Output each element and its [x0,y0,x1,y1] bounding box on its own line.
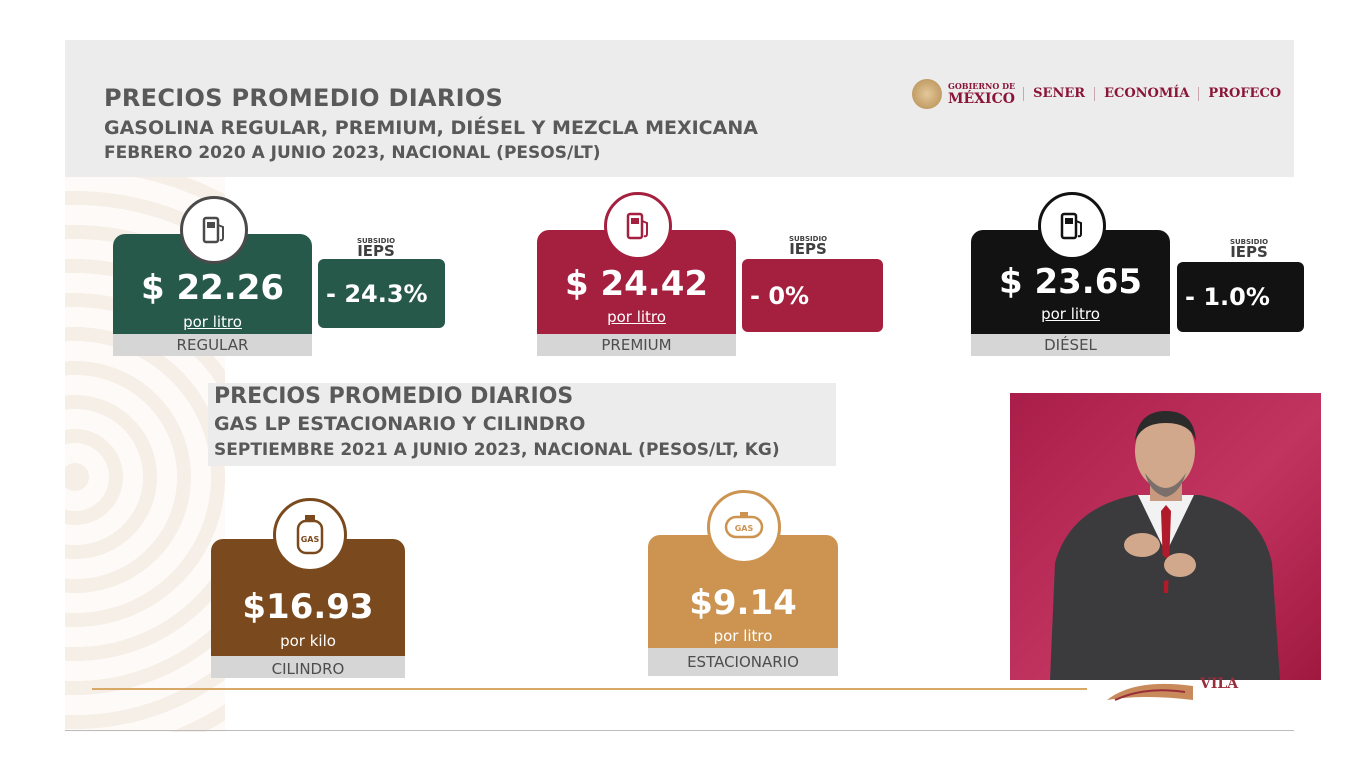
interpreter-figure [1050,411,1280,680]
national-seal-icon [912,79,942,109]
ieps-value-box: - 0% [742,259,883,332]
bottom-divider [65,730,1294,731]
fuel-pump-icon [604,192,672,260]
fuel-unit: por litro [1041,305,1100,323]
page-subtitle: GASOLINA REGULAR, PREMIUM, DIÉSEL Y MEZC… [104,117,758,139]
gas-section-title: PRECIOS PROMEDIO DIARIOS [214,384,574,409]
gas-cylinder-icon: GAS [273,498,347,572]
gas-icon-text: GAS [301,535,320,544]
economia-logo: ECONOMÍA [1094,87,1198,101]
fuel-card-regular: $ 22.26 por litro [113,234,312,334]
fuel-pump-icon [180,196,248,264]
page-title: PRECIOS PROMEDIO DIARIOS [104,84,504,112]
fuel-label: DIÉSEL [971,334,1170,356]
fuel-price: $ 24.42 [564,264,709,304]
gold-divider [92,688,1087,690]
header-banner [65,40,1294,177]
gas-section-period: SEPTIEMBRE 2021 A JUNIO 2023, NACIONAL (… [214,440,780,460]
gobierno-small-text: GOBIERNO DE [948,81,1016,91]
sener-logo: SENER [1023,87,1094,101]
gas-price: $9.14 [689,583,797,623]
fuel-label: PREMIUM [537,334,736,356]
page-period: FEBRERO 2020 A JUNIO 2023, NACIONAL (PES… [104,143,601,163]
footer-logo-icon [1107,683,1193,701]
gas-icon-text: GAS [735,524,754,533]
gobierno-big-text: MÉXICO [948,91,1015,107]
profeco-logo: PROFECO [1198,87,1290,101]
gas-label: ESTACIONARIO [648,648,838,676]
fuel-price: $ 22.26 [140,268,285,308]
gas-card-estacionario: $9.14 por litro [648,535,838,648]
fuel-unit: por litro [607,308,666,326]
interpreter-video [1010,393,1321,680]
gas-tank-icon: GAS [707,490,781,564]
fuel-pump-icon [1038,192,1106,260]
gobierno-logo: GOBIERNO DE MÉXICO [948,81,1015,107]
gas-unit: por kilo [280,632,336,650]
gas-section-banner [208,383,836,466]
fuel-price: $ 23.65 [998,262,1143,302]
fuel-card-diesel: $ 23.65 por litro [971,230,1170,334]
ieps-value-box: - 24.3% [318,259,445,328]
government-logos: GOBIERNO DE MÉXICO SENER ECONOMÍA PROFEC… [912,78,1290,110]
gas-price: $16.93 [242,587,374,627]
ieps-caption: SUBSIDIO IEPS [1229,238,1269,261]
ieps-value-box: - 1.0% [1177,262,1304,332]
gas-section-subtitle: GAS LP ESTACIONARIO Y CILINDRO [214,413,586,435]
gas-label: CILINDRO [211,656,405,678]
gas-unit: por litro [713,627,773,645]
fuel-unit: por litro [183,313,242,331]
ieps-caption: SUBSIDIO IEPS [788,235,828,258]
footer-logo-text: VILA [1200,676,1239,692]
ieps-caption: SUBSIDIO IEPS [356,237,396,260]
fuel-label: REGULAR [113,334,312,356]
